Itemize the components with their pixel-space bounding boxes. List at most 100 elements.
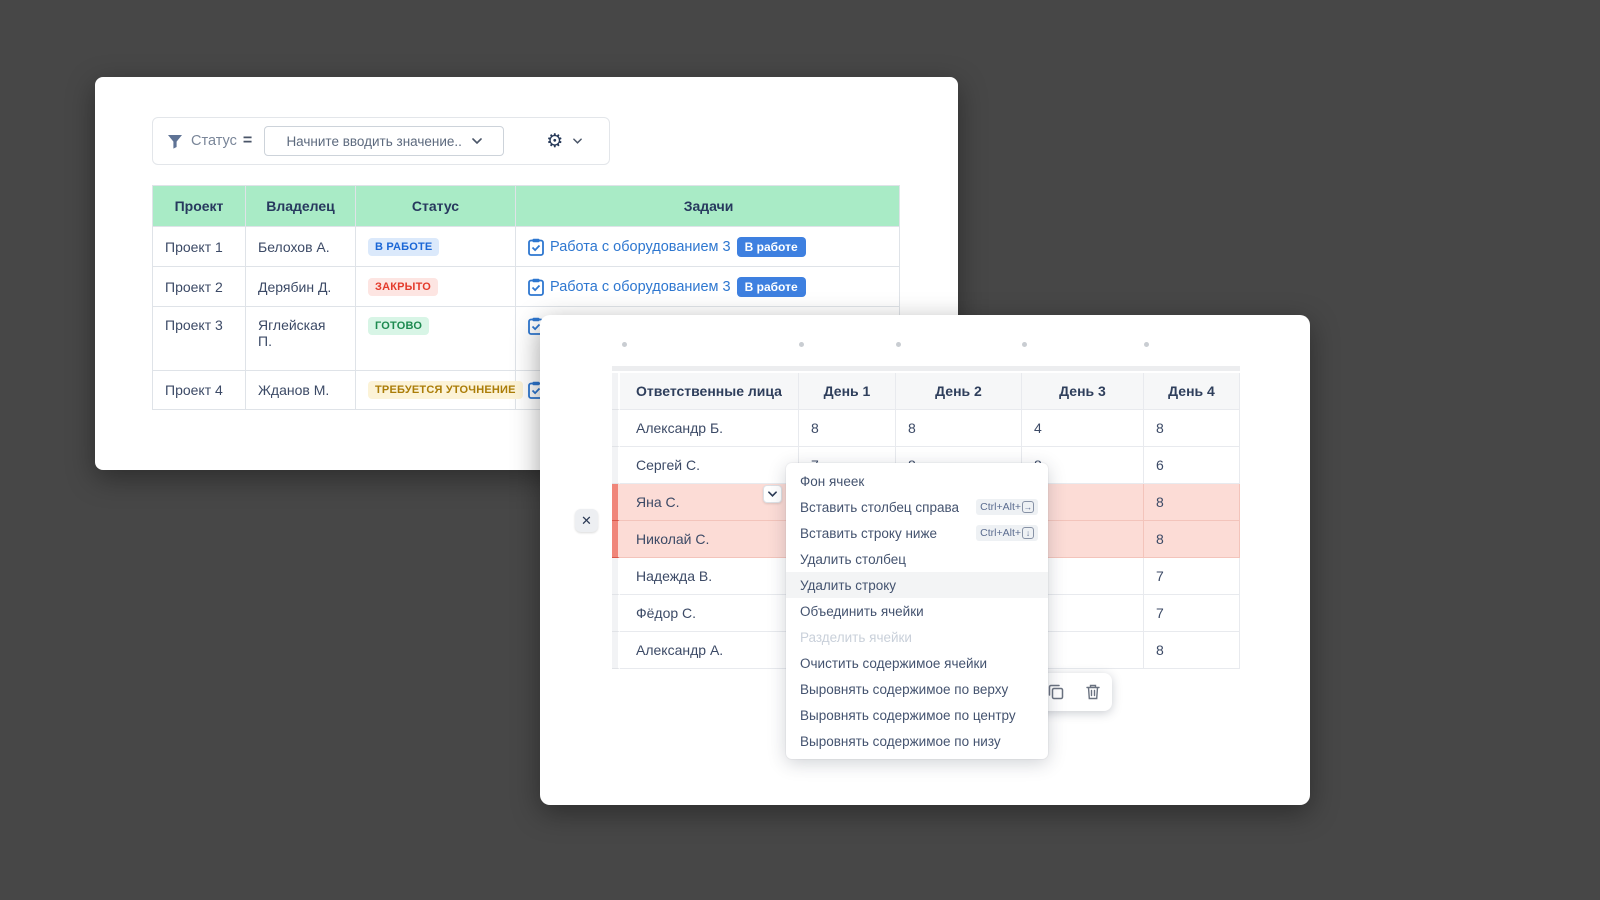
filter-value-select[interactable]: Начните вводить значение.. — [264, 126, 505, 156]
table-row[interactable]: Проект 1 Белохов А. В РАБОТЕ Работа с об… — [152, 227, 900, 267]
task-link-cell[interactable] — [516, 371, 901, 409]
column-handle-dot[interactable] — [799, 342, 804, 347]
column-handle-dot[interactable] — [1144, 342, 1149, 347]
task-clipboard-icon — [528, 381, 544, 399]
day-cell[interactable] — [1022, 632, 1144, 669]
projects-card: Статус = Начните вводить значение.. ⚙ Пр… — [95, 77, 958, 470]
owner-cell: Яглейская П. — [246, 307, 356, 370]
task-link-cell[interactable]: Работа с оборудованием 3 В работе — [516, 227, 901, 266]
context-menu: Фон ячеек Вставить столбец справа Ctrl+A… — [786, 463, 1048, 759]
row-gutter[interactable] — [612, 410, 620, 447]
col-header-project: Проект — [153, 186, 246, 226]
cell-dropdown-button[interactable] — [763, 485, 782, 503]
day-cell[interactable]: 8 — [799, 410, 896, 447]
filter-select-placeholder: Начните вводить значение.. — [286, 133, 462, 149]
key-arrow-down-icon: ↓ — [1022, 527, 1034, 539]
schedule-table-header: Ответственные лица День 1 День 2 День 3 … — [612, 373, 1240, 410]
task-clipboard-icon — [528, 278, 544, 296]
day-cell[interactable] — [1022, 558, 1144, 595]
col-header-status: Статус — [356, 186, 516, 226]
menu-item-delete-row[interactable]: Удалить строку — [786, 572, 1048, 598]
owner-cell: Жданов М. — [246, 371, 356, 409]
person-cell[interactable]: Надежда В. — [620, 558, 799, 595]
menu-item-insert-row-below[interactable]: Вставить строку ниже Ctrl+Alt+ ↓ — [786, 520, 1048, 546]
day-cell[interactable]: 8 — [1144, 484, 1240, 521]
menu-item-cell-background[interactable]: Фон ячеек — [800, 473, 865, 489]
status-badge: ГОТОВО — [368, 317, 430, 335]
status-badge: ЗАКРЫТО — [368, 277, 439, 296]
person-cell[interactable]: Николай С. — [620, 521, 799, 558]
day-cell[interactable]: 8 — [1144, 521, 1240, 558]
key-arrow-right-icon: → — [1022, 501, 1034, 513]
shortcut-badge: Ctrl+Alt+ → — [976, 499, 1038, 515]
owner-cell: Дерябин Д. — [246, 267, 356, 306]
filter-operator: = — [242, 132, 253, 149]
shortcut-badge: Ctrl+Alt+ ↓ — [976, 525, 1038, 541]
project-cell: Проект 3 — [153, 307, 246, 370]
chevron-down-icon — [472, 138, 482, 144]
menu-item-clear-cell-content[interactable]: Очистить содержимое ячейки — [800, 655, 987, 671]
project-cell: Проект 2 — [153, 267, 246, 306]
row-handle-selected[interactable] — [612, 484, 620, 521]
menu-item-align-top[interactable]: Выровнять содержимое по верху — [800, 681, 1009, 697]
row-handle-selected[interactable] — [612, 521, 620, 558]
day-cell[interactable]: 4 — [1022, 410, 1144, 447]
close-icon[interactable]: ✕ — [575, 509, 598, 532]
filter-funnel-icon — [167, 134, 183, 149]
day-cell[interactable]: 7 — [1144, 595, 1240, 632]
task-link-cell[interactable]: Работа с оборудованием 3 В работе — [516, 267, 901, 306]
column-handle-dots — [540, 342, 1310, 348]
menu-item-split-cells: Разделить ячейки — [800, 629, 912, 645]
schedule-card: Ответственные лица День 1 День 2 День 3 … — [540, 315, 1310, 805]
person-cell[interactable]: Александр А. — [620, 632, 799, 669]
filter-settings[interactable]: ⚙ — [546, 130, 583, 152]
table-row[interactable]: Проект 2 Дерябин Д. ЗАКРЫТО Работа с обо… — [152, 267, 900, 307]
owner-cell: Белохов А. — [246, 227, 356, 266]
day-cell[interactable]: 8 — [1144, 632, 1240, 669]
day-cell[interactable]: 8 — [1144, 410, 1240, 447]
menu-item-merge-cells[interactable]: Объединить ячейки — [800, 603, 924, 619]
table-row[interactable]: Александр Б. 8 8 4 8 — [612, 410, 1240, 447]
filter-field-label: Статус — [191, 133, 237, 149]
col-header-day2: День 2 — [896, 373, 1022, 410]
menu-item-insert-column-right[interactable]: Вставить столбец справа Ctrl+Alt+ → — [786, 494, 1048, 520]
day-cell[interactable]: 8 — [896, 410, 1022, 447]
row-gutter — [612, 373, 620, 410]
col-header-owner: Владелец — [246, 186, 356, 226]
projects-table-header: Проект Владелец Статус Задачи — [152, 185, 900, 227]
row-gutter[interactable] — [612, 558, 620, 595]
row-gutter[interactable] — [612, 595, 620, 632]
column-handle-dot[interactable] — [622, 342, 627, 347]
project-cell: Проект 4 — [153, 371, 246, 409]
menu-item-align-bottom[interactable]: Выровнять содержимое по низу — [800, 733, 1001, 749]
row-gutter[interactable] — [612, 447, 620, 484]
task-clipboard-icon — [528, 238, 544, 256]
menu-item-align-center[interactable]: Выровнять содержимое по центру — [800, 707, 1016, 723]
table-top-strip — [612, 366, 1240, 373]
task-link[interactable]: Работа с оборудованием 3 — [550, 278, 731, 295]
col-header-tasks: Задачи — [683, 198, 734, 214]
col-header-people: Ответственные лица — [620, 373, 799, 410]
menu-item-delete-column[interactable]: Удалить столбец — [800, 551, 906, 567]
task-status-badge: В работе — [736, 276, 806, 297]
trash-icon[interactable] — [1086, 684, 1100, 700]
col-header-day4: День 4 — [1144, 373, 1240, 410]
filter-bar: Статус = Начните вводить значение.. ⚙ — [152, 117, 610, 165]
day-cell[interactable]: 7 — [1144, 558, 1240, 595]
person-cell[interactable]: Фёдор С. — [620, 595, 799, 632]
column-handle-dot[interactable] — [1022, 342, 1027, 347]
chevron-down-icon[interactable] — [573, 138, 583, 144]
status-badge: ТРЕБУЕТСЯ УТОЧНЕНИЕ — [368, 381, 523, 399]
task-link[interactable]: Работа с оборудованием 3 — [550, 238, 731, 255]
copy-icon[interactable] — [1048, 684, 1064, 700]
person-cell[interactable]: Сергей С. — [620, 447, 799, 484]
col-header-day3: День 3 — [1022, 373, 1144, 410]
gear-icon[interactable]: ⚙ — [546, 130, 564, 152]
project-cell: Проект 1 — [153, 227, 246, 266]
row-gutter[interactable] — [612, 632, 620, 669]
status-badge: В РАБОТЕ — [368, 237, 440, 256]
column-handle-dot[interactable] — [896, 342, 901, 347]
day-cell[interactable]: 6 — [1144, 447, 1240, 484]
person-cell[interactable]: Александр Б. — [620, 410, 799, 447]
day-cell[interactable] — [1022, 595, 1144, 632]
